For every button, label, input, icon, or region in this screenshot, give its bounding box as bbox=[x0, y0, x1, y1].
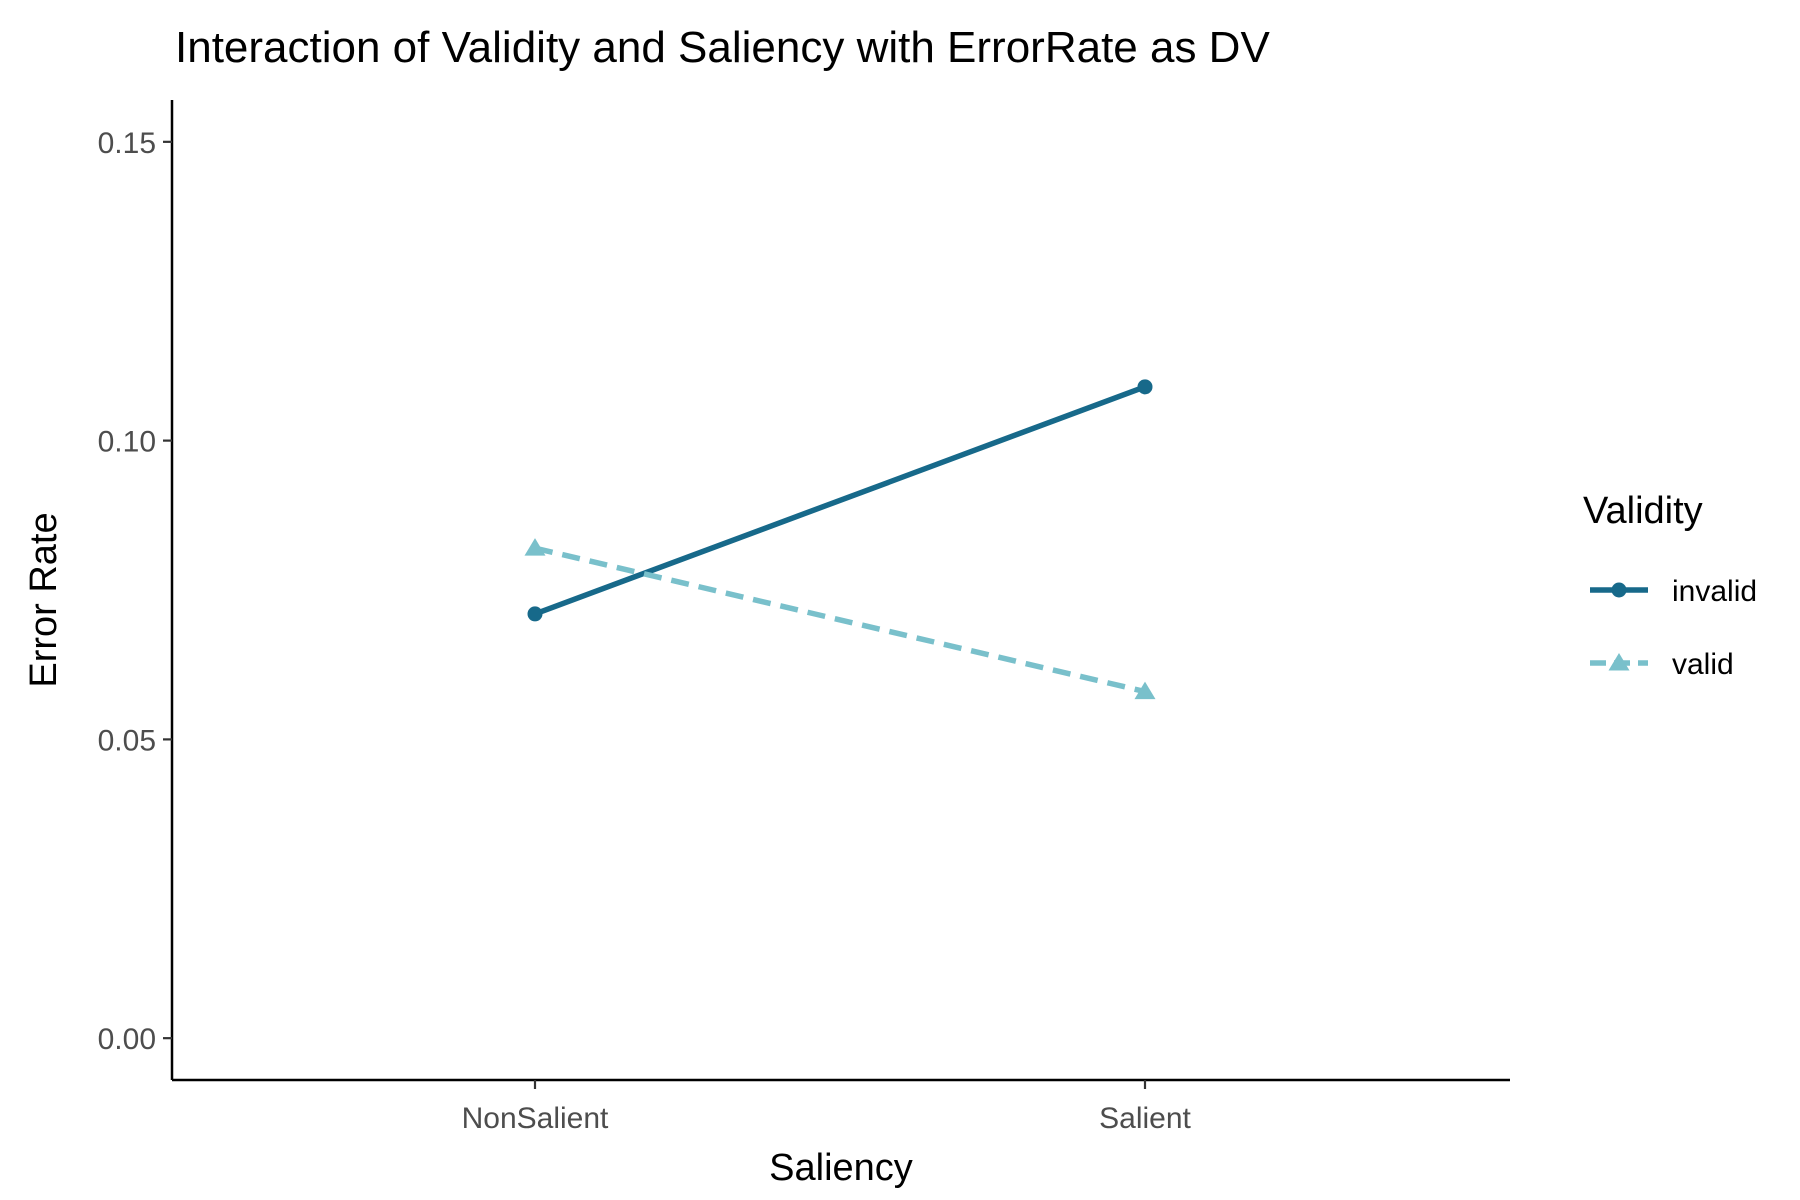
legend-items: invalid valid bbox=[1590, 575, 1757, 681]
legend-title: Validity bbox=[1583, 490, 1703, 532]
y-tick-label: 0.15 bbox=[98, 127, 156, 160]
legend-label: invalid bbox=[1672, 575, 1757, 608]
legend-label: valid bbox=[1672, 648, 1734, 681]
chart-title: Interaction of Validity and Saliency wit… bbox=[175, 23, 1270, 72]
x-axis-ticks: NonSalient Salient bbox=[462, 1080, 1192, 1135]
y-tick-label: 0.05 bbox=[98, 724, 156, 757]
x-tick-label: Salient bbox=[1099, 1102, 1191, 1135]
data-point-invalid bbox=[527, 606, 543, 622]
legend-item-invalid: invalid bbox=[1590, 575, 1757, 608]
series-line-invalid bbox=[534, 384, 1146, 617]
y-axis-title: Error Rate bbox=[23, 512, 65, 687]
x-tick-label: NonSalient bbox=[462, 1102, 609, 1135]
data-point-valid bbox=[524, 538, 546, 556]
legend-key-marker bbox=[1611, 582, 1627, 598]
series-line-valid bbox=[534, 545, 1146, 695]
data-point-invalid bbox=[1137, 379, 1153, 395]
plot-area: 0.00 0.05 0.10 0.15 NonSalient Salient bbox=[98, 100, 1510, 1135]
y-tick-label: 0.10 bbox=[98, 426, 156, 459]
legend-item-valid: valid bbox=[1590, 648, 1734, 681]
series-invalid bbox=[527, 379, 1153, 622]
series-valid bbox=[524, 538, 1156, 700]
legend: Validity invalid valid bbox=[1583, 490, 1757, 681]
data-point-valid bbox=[1134, 681, 1156, 700]
y-axis-ticks: 0.00 0.05 0.10 0.15 bbox=[98, 127, 172, 1056]
series-layer bbox=[524, 379, 1156, 700]
legend-key-marker bbox=[1608, 653, 1630, 671]
y-tick-label: 0.00 bbox=[98, 1023, 156, 1056]
x-axis-title: Saliency bbox=[769, 1147, 913, 1189]
